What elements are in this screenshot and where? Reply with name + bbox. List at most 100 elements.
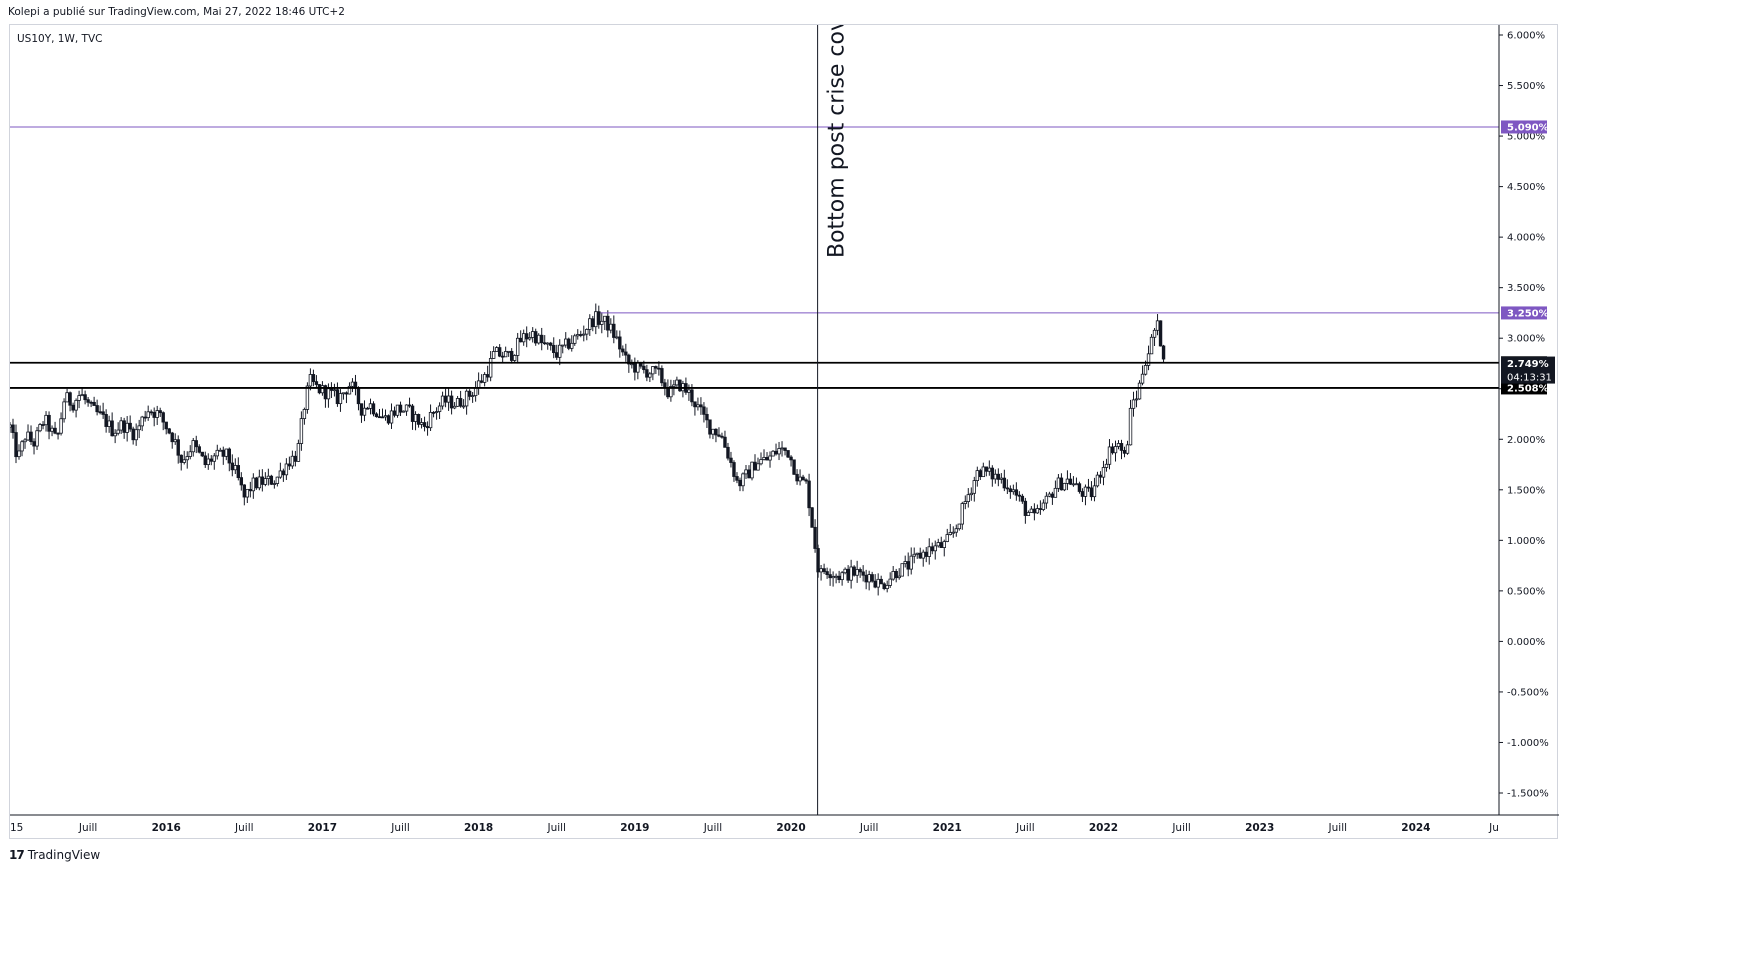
candle-body <box>359 403 364 416</box>
candle-body <box>1122 450 1127 454</box>
candle-body <box>476 380 481 389</box>
candle-body <box>987 467 992 472</box>
candles-group <box>10 303 1166 596</box>
candle-body <box>606 315 610 331</box>
candle-body <box>897 575 901 579</box>
candle-body <box>954 528 958 533</box>
candle-body <box>618 336 622 350</box>
candle-body <box>552 344 556 354</box>
candle-body <box>92 401 96 406</box>
candle-body <box>425 426 430 429</box>
tradingview-logo[interactable]: 17 TradingView <box>9 848 100 862</box>
candle-body <box>615 336 619 339</box>
y-tick-label: 3.000% <box>1507 334 1545 345</box>
candle-body <box>326 388 331 400</box>
candle-body <box>1083 486 1088 497</box>
candle-body <box>14 432 18 458</box>
candle-body <box>723 436 727 448</box>
candle-body <box>404 404 409 412</box>
candle-body <box>543 342 547 345</box>
vertical-annotation-label: Bottom post crise covid <box>825 25 850 258</box>
candle-body <box>455 398 460 407</box>
candle-body <box>885 585 889 590</box>
candle-body <box>894 571 898 579</box>
chart-frame[interactable]: Bottom post crise covid 6.000% 5.500% 5.00… <box>9 24 1559 840</box>
candle-body <box>633 363 637 373</box>
candle-body <box>161 412 165 423</box>
y-tick-label: 5.000% <box>1507 132 1545 143</box>
candle-body <box>666 387 670 398</box>
candle-body <box>780 447 784 450</box>
candle-body <box>98 411 102 414</box>
resistance-5090-badge-label: 5.090% <box>1507 122 1549 133</box>
candle-body <box>711 428 715 435</box>
candle-body <box>515 337 520 356</box>
candle-body <box>458 398 463 407</box>
candle-body <box>158 410 162 414</box>
y-tick-label: 6.000% <box>1507 31 1545 42</box>
candle-body <box>774 450 778 455</box>
candle-body <box>942 541 946 548</box>
candle-body <box>443 395 448 403</box>
candle-body <box>164 421 168 430</box>
candle-body <box>750 461 754 479</box>
x-tick-label: Juill <box>703 822 723 834</box>
candle-body <box>329 388 334 391</box>
x-tick-label: Juill <box>1171 822 1191 834</box>
candle-body <box>621 348 625 353</box>
candle-body <box>434 411 439 413</box>
candle-body <box>678 379 682 392</box>
candle-body <box>149 411 153 414</box>
candle-body <box>948 532 952 535</box>
x-tick-label: Juill <box>234 822 254 834</box>
candle-body <box>1038 508 1043 510</box>
candle-body <box>116 429 120 434</box>
candle-body <box>591 318 595 328</box>
candle-body <box>125 422 129 433</box>
vertical-line-group: Bottom post crise covid <box>817 25 850 815</box>
candle-body <box>524 333 529 340</box>
y-tick-label: 1.500% <box>1507 485 1545 496</box>
symbol-label: US10Y, 1W, TVC <box>17 33 102 45</box>
candle-body <box>62 401 66 420</box>
support-2508-badge <box>1501 381 1547 395</box>
candle-body <box>209 458 213 462</box>
candle-body <box>1041 502 1046 510</box>
candle-body <box>1032 508 1037 514</box>
candle-body <box>936 542 940 547</box>
candle-body <box>23 439 27 443</box>
candle-body <box>1005 487 1010 490</box>
candle-body <box>242 484 247 498</box>
candle-body <box>588 318 592 330</box>
candle-body <box>1110 446 1115 454</box>
candle-body <box>311 374 316 383</box>
candle-body <box>732 462 736 477</box>
candle-body <box>10 424 12 428</box>
candle-body <box>452 405 457 409</box>
candle-body <box>753 461 757 471</box>
candle-body <box>1035 508 1040 514</box>
candle-body <box>867 574 871 583</box>
chart-canvas[interactable]: Bottom post crise covid 6.000% 5.500% 5.00… <box>10 25 1559 840</box>
candle-body <box>642 365 646 371</box>
candle-body <box>1092 485 1097 498</box>
candle-body <box>546 342 550 345</box>
candle-body <box>1023 500 1028 516</box>
candle-body <box>738 479 742 487</box>
candle-body <box>717 434 721 437</box>
candle-body <box>155 410 159 418</box>
candle-body <box>56 432 60 435</box>
y-tick-label: 0.500% <box>1507 586 1545 597</box>
candle-body <box>518 337 523 343</box>
candle-body <box>672 384 676 387</box>
candle-body <box>281 470 286 476</box>
candle-body <box>630 363 634 366</box>
candle-body <box>188 451 192 457</box>
candle-body <box>714 428 718 436</box>
candle-body <box>825 571 829 576</box>
candle-body <box>1131 399 1136 409</box>
candle-body <box>509 350 514 361</box>
candle-body <box>506 350 511 353</box>
candle-body <box>464 390 469 407</box>
candle-body <box>47 414 51 432</box>
